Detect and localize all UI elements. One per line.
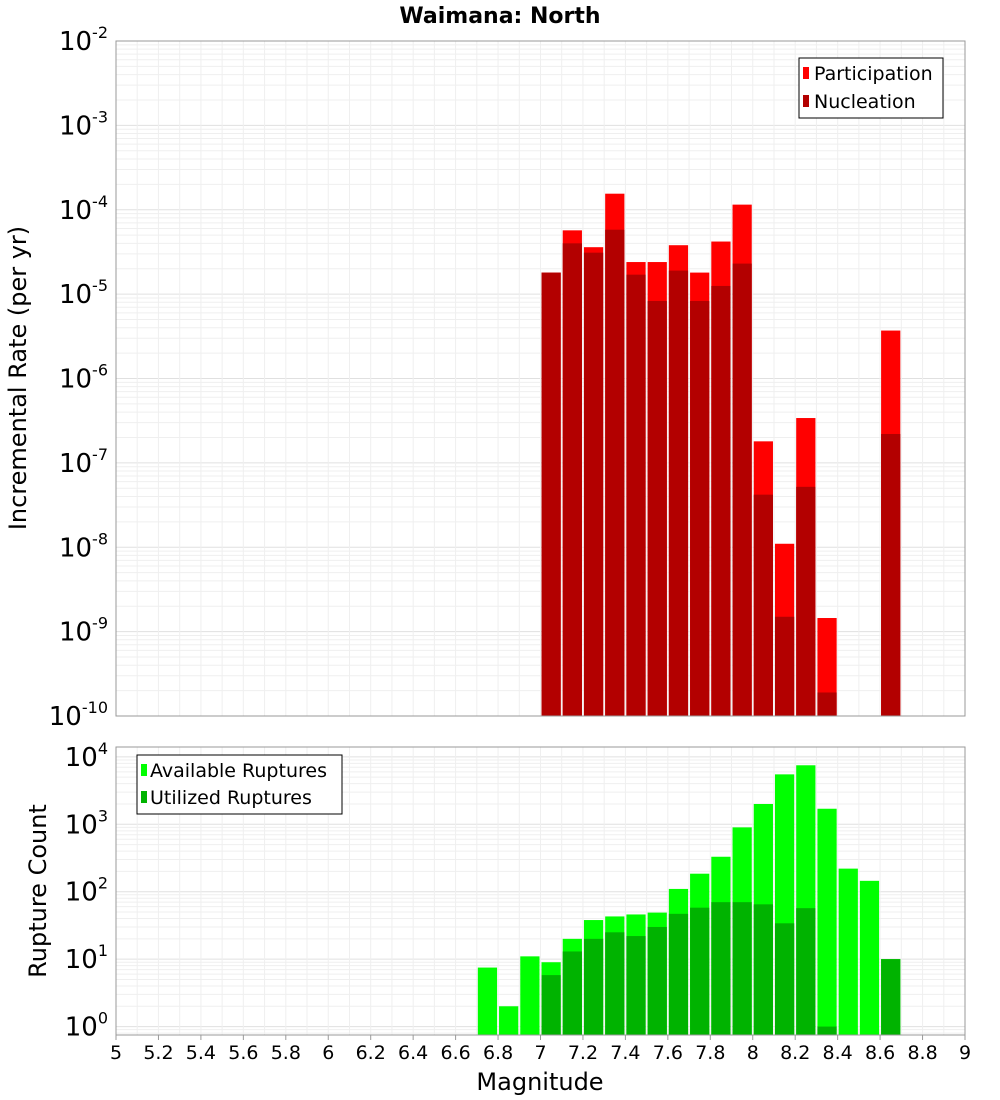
- count-utilized-ruptures-bar: [881, 959, 901, 1035]
- count-utilized-ruptures-bar: [711, 902, 731, 1035]
- count-y-axis-label: Rupture Count: [24, 804, 52, 978]
- x-tick-label: 7.2: [568, 1042, 598, 1064]
- rate-y-tick-label: 10-10: [49, 698, 108, 732]
- x-tick-label: 8.4: [823, 1042, 853, 1064]
- x-tick-label: 6.8: [483, 1042, 513, 1064]
- rate-nucleation-bar: [605, 229, 625, 717]
- x-tick-label: 7.4: [610, 1042, 640, 1064]
- utilized-ruptures-legend-label: Utilized Ruptures: [150, 787, 312, 809]
- x-tick-label: 6.2: [356, 1042, 386, 1064]
- rate-nucleation-bar: [690, 300, 710, 716]
- x-tick-label: 5.8: [271, 1042, 301, 1064]
- utilized-ruptures-swatch: [141, 791, 147, 803]
- x-tick-label: 6: [322, 1042, 334, 1064]
- count-available-ruptures-bar: [817, 808, 837, 1035]
- x-tick-label: 5: [110, 1042, 122, 1064]
- x-tick-label: 5.6: [228, 1042, 258, 1064]
- count-available-ruptures-bar: [520, 956, 540, 1035]
- rate-nucleation-bar: [583, 252, 604, 716]
- rate-nucleation-bar: [774, 616, 795, 716]
- rate-nucleation-bar: [732, 263, 752, 716]
- chart-title: Waimana: North: [399, 4, 600, 29]
- count-utilized-ruptures-bar: [817, 1026, 837, 1035]
- count-utilized-ruptures-bar: [753, 904, 773, 1035]
- rate-y-tick-label: 10-7: [59, 445, 108, 479]
- count-bars: [477, 765, 901, 1035]
- rate-plot-frame: [115, 40, 966, 717]
- rate-panel: 10-10 10-9 10-8 10-7 10-6 10-5 10-4 10-3 10-2 In…: [4, 23, 966, 732]
- rate-legend-box: [798, 57, 944, 119]
- x-tick-label: 9: [959, 1042, 971, 1064]
- rate-y-tick-label: 10-5: [59, 276, 108, 310]
- rate-grid: [115, 40, 966, 717]
- x-tick-label: 5.2: [143, 1042, 173, 1064]
- x-tick-label: 6.6: [440, 1042, 470, 1064]
- x-tick-label: 8.8: [907, 1042, 937, 1064]
- count-y-tick-label: 103: [65, 806, 108, 840]
- count-available-ruptures-bar: [477, 967, 498, 1035]
- count-y-tick-label: 100: [65, 1009, 108, 1043]
- rate-nucleation-bar: [626, 274, 646, 716]
- count-utilized-ruptures-bar: [647, 926, 667, 1035]
- count-y-tick-label: 101: [65, 941, 108, 975]
- x-tick-label: 7.6: [653, 1042, 683, 1064]
- count-utilized-ruptures-bar: [796, 908, 816, 1035]
- rate-y-axis-label: Incremental Rate (per yr): [4, 226, 32, 530]
- count-utilized-ruptures-bar: [668, 913, 689, 1035]
- rate-nucleation-bar: [647, 300, 667, 716]
- rate-nucleation-bar: [796, 486, 816, 716]
- rate-participation-bar: [817, 618, 837, 716]
- rate-nucleation-bar: [817, 692, 837, 716]
- count-available-ruptures-bar: [838, 868, 858, 1035]
- x-axis-label: Magnitude: [476, 1068, 603, 1096]
- count-y-tick-label: 104: [65, 739, 108, 773]
- count-y-tick-label: 102: [65, 874, 108, 908]
- rate-nucleation-bar: [541, 272, 561, 716]
- count-utilized-ruptures-bar: [732, 902, 752, 1035]
- x-tick-label: 7.8: [695, 1042, 725, 1064]
- rate-nucleation-bar: [668, 270, 689, 716]
- count-utilized-ruptures-bar: [605, 932, 625, 1035]
- count-panel: 100 101 102 103 104 Rupture Count Available …: [24, 739, 966, 1043]
- x-tick-labels: 5 5.2 5.4 5.6 5.8 6 6.2 6.4 6.6 6.8 7 7.2 7.4 7.6 7.8 8…: [110, 1035, 971, 1064]
- rate-legend: Participation Nucleation: [798, 57, 944, 119]
- rate-bars: [541, 193, 901, 717]
- count-legend-box: [136, 754, 343, 815]
- available-ruptures-legend-label: Available Ruptures: [150, 760, 327, 782]
- x-tick-label: 5.4: [186, 1042, 216, 1064]
- count-utilized-ruptures-bar: [774, 923, 795, 1035]
- nucleation-swatch: [803, 95, 809, 107]
- count-utilized-ruptures-bar: [690, 907, 710, 1035]
- count-utilized-ruptures-bar: [583, 938, 604, 1035]
- rate-y-tick-label: 10-9: [59, 614, 108, 648]
- count-utilized-ruptures-bar: [541, 975, 561, 1035]
- rate-y-tick-label: 10-3: [59, 107, 108, 141]
- participation-legend-label: Participation: [814, 63, 933, 85]
- rate-nucleation-bar: [562, 243, 582, 717]
- rate-nucleation-bar: [711, 285, 731, 716]
- rate-y-tick-label: 10-4: [59, 192, 108, 226]
- rate-nucleation-bar: [753, 494, 773, 716]
- rate-nucleation-bar: [881, 433, 901, 716]
- count-available-ruptures-bar: [859, 880, 880, 1035]
- nucleation-legend-label: Nucleation: [814, 91, 916, 113]
- x-tick-label: 8.6: [865, 1042, 895, 1064]
- x-tick-label: 8.2: [780, 1042, 810, 1064]
- rate-y-tick-label: 10-8: [59, 529, 108, 563]
- x-tick-label: 7: [534, 1042, 546, 1064]
- rate-y-tick-label: 10-6: [59, 361, 108, 395]
- count-utilized-ruptures-bar: [626, 936, 646, 1035]
- count-legend: Available Ruptures Utilized Ruptures: [136, 754, 343, 815]
- count-utilized-ruptures-bar: [562, 951, 582, 1035]
- available-ruptures-swatch: [141, 764, 147, 776]
- x-tick-label: 6.4: [398, 1042, 428, 1064]
- rate-y-tick-label: 10-2: [59, 23, 108, 57]
- count-available-ruptures-bar: [499, 1006, 519, 1035]
- participation-swatch: [803, 67, 809, 79]
- rate-y-tick-labels: 10-10 10-9 10-8 10-7 10-6 10-5 10-4 10-3 10-2: [49, 23, 108, 732]
- x-tick-label: 8: [747, 1042, 759, 1064]
- count-y-tick-labels: 100 101 102 103 104: [65, 739, 108, 1043]
